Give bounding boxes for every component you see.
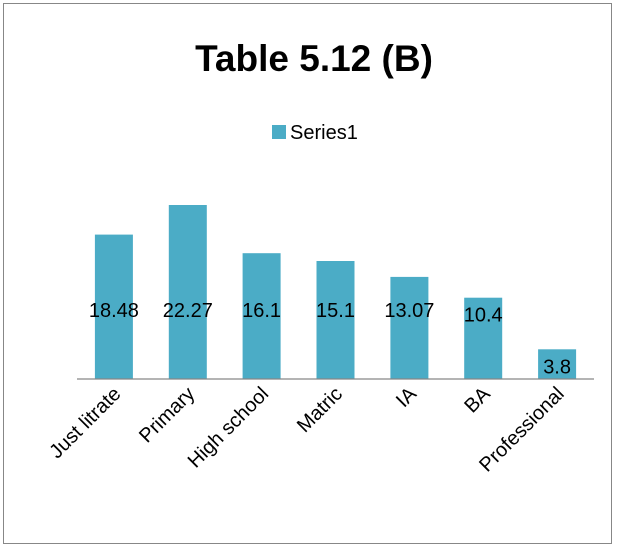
- x-tick-label-4: IA: [392, 383, 421, 412]
- chart-title: Table 5.12 (B): [195, 38, 433, 79]
- data-label-6: 3.8: [543, 356, 571, 378]
- bar-0: [94, 234, 133, 379]
- bar-1: [168, 205, 207, 379]
- bar-5: [464, 297, 503, 379]
- bars: [94, 205, 577, 379]
- data-label-3: 15.1: [316, 300, 355, 322]
- bar-2: [242, 253, 281, 379]
- data-labels: 18.48 22.27 16.1 15.1 13.07 10.4 3.8: [89, 300, 571, 378]
- bar-3: [316, 261, 355, 379]
- x-tick-label-0: Just litrate: [45, 383, 125, 463]
- bar-chart: Table 5.12 (B) Series1 18.48 22.27 16.1 15.…: [45, 38, 594, 477]
- data-label-1: 22.27: [163, 300, 213, 322]
- bar-6: [538, 349, 577, 379]
- data-label-2: 16.1: [242, 300, 281, 322]
- x-tick-label-5: BA: [460, 383, 495, 418]
- legend: Series1: [272, 122, 358, 144]
- x-tick-label-1: Primary: [135, 383, 199, 447]
- chart-frame: Table 5.12 (B) Series1 18.48 22.27 16.1 15.…: [3, 3, 612, 544]
- x-tick-label-3: Matric: [293, 383, 347, 437]
- legend-swatch: [272, 125, 286, 139]
- data-label-4: 13.07: [384, 300, 434, 322]
- data-label-5: 10.4: [464, 305, 503, 327]
- legend-label: Series1: [290, 122, 358, 144]
- bar-4: [390, 276, 429, 379]
- data-label-0: 18.48: [89, 300, 139, 322]
